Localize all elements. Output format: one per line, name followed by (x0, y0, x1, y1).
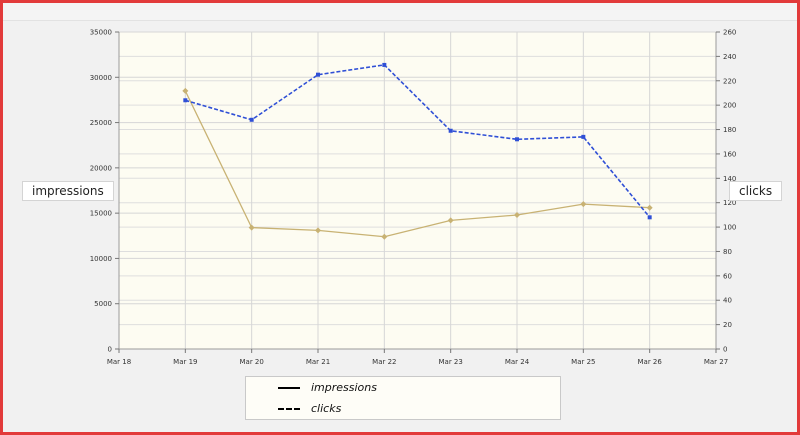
left-tick-label: 35000 (90, 29, 112, 37)
x-tick-label: Mar 23 (438, 358, 462, 366)
left-tick-label: 5000 (94, 300, 112, 308)
right-tick-label: 100 (723, 224, 736, 232)
point-impressions (248, 224, 255, 231)
right-tick-label: 20 (723, 321, 732, 329)
point-clicks (647, 215, 652, 220)
point-impressions (447, 217, 454, 224)
right-tick-label: 180 (723, 126, 736, 134)
point-clicks (515, 137, 519, 142)
left-tick-label: 0 (108, 346, 112, 354)
top-strip (3, 3, 797, 21)
point-clicks (183, 98, 188, 103)
point-impressions (182, 87, 189, 94)
series-line-clicks (185, 64, 651, 218)
x-tick-label: Mar 19 (173, 358, 197, 366)
right-tick-label: 220 (723, 77, 736, 85)
right-tick-label: 140 (723, 175, 736, 183)
point-clicks (448, 128, 453, 133)
right-tick-label: 0 (723, 346, 727, 354)
point-clicks (249, 117, 254, 122)
right-axis-title: clicks (729, 181, 783, 201)
point-clicks (581, 134, 586, 139)
x-tick-label: Mar 26 (637, 358, 662, 366)
point-impressions (381, 233, 388, 240)
left-tick-label: 15000 (90, 210, 112, 218)
left-tick-label: 20000 (90, 164, 112, 172)
left-axis-title: impressions (22, 181, 114, 201)
x-tick-label: Mar 20 (239, 358, 263, 366)
right-tick-label: 120 (723, 199, 736, 207)
x-tick-label: Mar 24 (505, 358, 530, 366)
x-tick-label: Mar 18 (107, 358, 131, 366)
point-clicks (316, 72, 320, 77)
point-impressions (315, 227, 321, 234)
right-tick-label: 80 (723, 248, 732, 256)
right-tick-label: 200 (723, 102, 736, 110)
point-impressions (580, 201, 587, 208)
right-tick-label: 40 (723, 297, 732, 305)
right-tick-label: 260 (723, 29, 736, 37)
right-tick-label: 60 (723, 272, 732, 280)
x-tick-label: Mar 22 (372, 358, 396, 366)
point-clicks (382, 62, 387, 67)
legend-label-impressions: impressions (311, 381, 377, 394)
x-tick-label: Mar 21 (306, 358, 330, 366)
point-impressions (646, 204, 653, 211)
left-tick-label: 30000 (90, 74, 112, 82)
legend-swatch-dashed (278, 408, 300, 410)
left-tick-label: 10000 (90, 255, 112, 263)
plot-area (118, 31, 717, 350)
series-line-impressions (184, 90, 650, 238)
legend-label-clicks: clicks (311, 402, 342, 415)
legend: impressions clicks (245, 376, 561, 420)
left-tick-label: 25000 (90, 119, 112, 127)
point-impressions (514, 211, 520, 218)
right-tick-label: 240 (723, 53, 736, 61)
x-tick-label: Mar 27 (704, 358, 728, 366)
legend-swatch-solid (278, 387, 300, 389)
x-tick-label: Mar 25 (571, 358, 595, 366)
right-tick-label: 160 (723, 150, 736, 158)
